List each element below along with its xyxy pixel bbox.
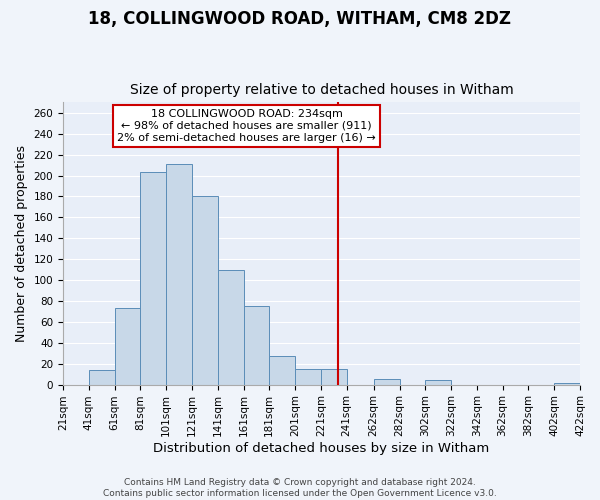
Text: 18, COLLINGWOOD ROAD, WITHAM, CM8 2DZ: 18, COLLINGWOOD ROAD, WITHAM, CM8 2DZ xyxy=(89,10,511,28)
Bar xyxy=(166,164,192,384)
Text: Contains HM Land Registry data © Crown copyright and database right 2024.
Contai: Contains HM Land Registry data © Crown c… xyxy=(103,478,497,498)
Text: 18 COLLINGWOOD ROAD: 234sqm
← 98% of detached houses are smaller (911)
2% of sem: 18 COLLINGWOOD ROAD: 234sqm ← 98% of det… xyxy=(117,110,376,142)
Bar xyxy=(192,196,218,384)
Bar xyxy=(374,380,400,384)
Bar xyxy=(269,356,295,384)
Y-axis label: Number of detached properties: Number of detached properties xyxy=(15,145,28,342)
Bar xyxy=(140,172,166,384)
Bar xyxy=(295,369,321,384)
Bar xyxy=(321,369,347,384)
Bar xyxy=(218,270,244,384)
Title: Size of property relative to detached houses in Witham: Size of property relative to detached ho… xyxy=(130,83,514,97)
Bar xyxy=(244,306,269,384)
Bar xyxy=(115,308,140,384)
X-axis label: Distribution of detached houses by size in Witham: Distribution of detached houses by size … xyxy=(154,442,490,455)
Bar xyxy=(425,380,451,384)
Bar xyxy=(554,382,580,384)
Bar xyxy=(89,370,115,384)
